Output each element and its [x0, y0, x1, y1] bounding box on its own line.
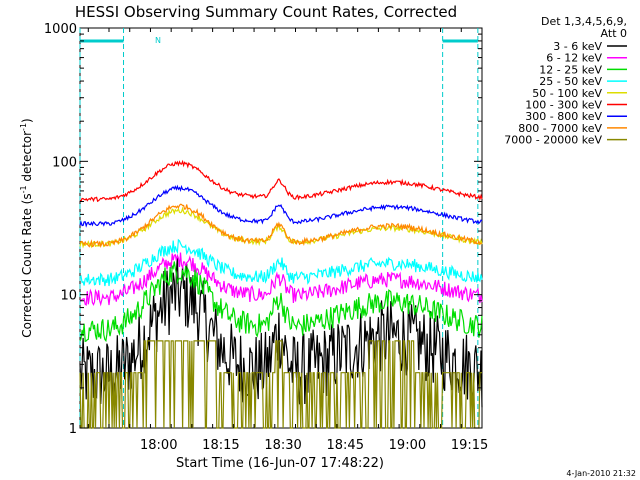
legend-label-3: 25 - 50 keV	[539, 75, 602, 88]
y-tick-label-3: 1000	[44, 22, 77, 37]
legend-label-0: 3 - 6 keV	[553, 40, 602, 53]
y-tick-label-1: 10	[60, 289, 77, 304]
timestamp: 4-Jan-2010 21:32	[566, 469, 636, 478]
legend-header-line-1: Det 1,3,4,5,6,9,	[541, 15, 627, 28]
y-axis-label: Corrected Count Rate (s-1 detector-1)	[19, 118, 34, 337]
chart-title: HESSI Observing Summary Count Rates, Cor…	[75, 3, 457, 21]
series-line-1	[79, 252, 483, 307]
y-tick-label-0: 1	[69, 422, 77, 437]
data-layer	[79, 28, 483, 429]
y-axis-label-sup2: -1	[19, 123, 28, 131]
x-tick-label-5: 19:15	[451, 438, 488, 453]
x-tick-label-0: 18:00	[140, 438, 177, 453]
series-line-6	[79, 184, 483, 228]
series-line-2	[79, 261, 483, 343]
x-tick-label-1: 18:15	[202, 438, 239, 453]
x-axis-label: Start Time (16-Jun-07 17:48:22)	[176, 456, 384, 471]
legend-label-2: 12 - 25 keV	[539, 63, 602, 76]
y-tick-label-2: 100	[52, 155, 77, 170]
x-tick-label-2: 18:30	[264, 438, 301, 453]
series-line-8	[79, 340, 482, 429]
y-axis-label-mid: detector	[20, 131, 34, 186]
legend-label-8: 7000 - 20000 keV	[504, 134, 602, 147]
legend-label-1: 6 - 12 keV	[546, 52, 602, 65]
y-axis-label-main: Corrected Count Rate (s	[20, 193, 34, 337]
series-line-5	[79, 159, 483, 203]
y-axis-label-sup1: -1	[19, 185, 28, 193]
legend-label-6: 300 - 800 keV	[525, 110, 602, 123]
legend-label-5: 100 - 300 keV	[525, 99, 602, 112]
axes-layer: 1 10 100 1000 18:00 18:15 18:30 18:45 19:00 19:15	[44, 22, 488, 453]
legend-label-4: 50 - 100 keV	[532, 87, 602, 100]
x-tick-label-3: 18:45	[327, 438, 364, 453]
x-tick-label-4: 19:00	[389, 438, 426, 453]
legend-header-line-2: Att 0	[601, 27, 627, 40]
legend-label-7: 800 - 7000 keV	[518, 122, 602, 135]
series-line-7	[79, 203, 482, 248]
night-marker: N	[155, 36, 161, 45]
y-axis-label-end: )	[20, 118, 34, 123]
series-line-3	[79, 238, 483, 287]
